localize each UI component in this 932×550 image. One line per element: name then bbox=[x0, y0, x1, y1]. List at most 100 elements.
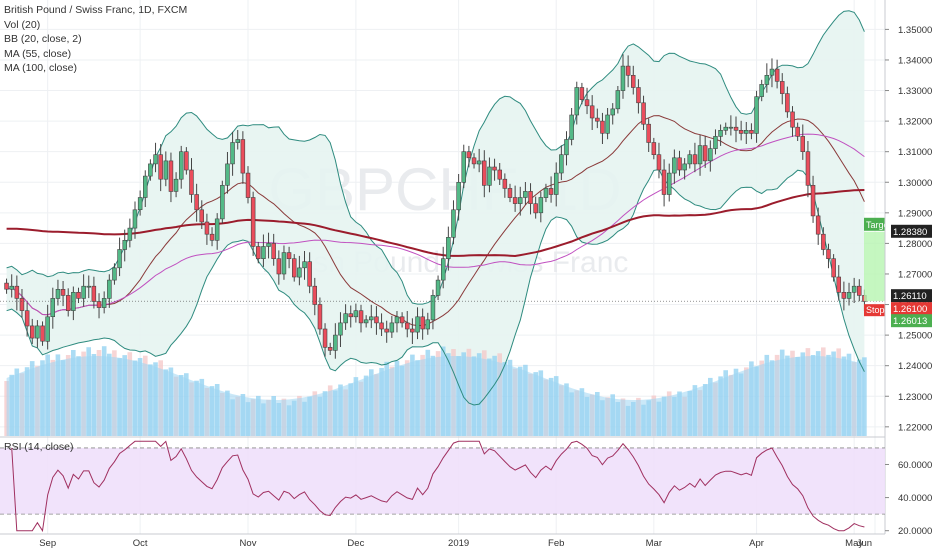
candle-body bbox=[796, 127, 800, 136]
candle-body bbox=[123, 240, 127, 249]
candle-body bbox=[231, 143, 235, 164]
candle-body bbox=[503, 179, 507, 188]
candle-body bbox=[56, 289, 60, 298]
candle-body bbox=[236, 140, 240, 143]
candle-body bbox=[390, 323, 394, 332]
candle-body bbox=[580, 88, 584, 100]
candle-body bbox=[410, 329, 414, 332]
candle-body bbox=[472, 158, 476, 164]
candle-body bbox=[380, 323, 384, 329]
candle-body bbox=[642, 103, 646, 124]
candle-body bbox=[184, 152, 188, 170]
candle-body bbox=[565, 140, 569, 155]
candle-body bbox=[35, 326, 39, 338]
candle-body bbox=[693, 155, 697, 164]
candle-body bbox=[400, 317, 404, 323]
target-label: Target bbox=[866, 220, 892, 230]
candle-body bbox=[601, 121, 605, 133]
rsi-legend: RSI (14, close) bbox=[4, 441, 73, 453]
candle-body bbox=[832, 259, 836, 277]
candle-body bbox=[416, 317, 420, 332]
candle-body bbox=[837, 277, 841, 292]
candle-body bbox=[113, 268, 117, 280]
candle-body bbox=[169, 161, 173, 192]
candle-body bbox=[714, 136, 718, 148]
time-tick-label: Oct bbox=[133, 538, 148, 549]
candle-body bbox=[205, 222, 209, 234]
candle-body bbox=[405, 323, 409, 329]
candle-body bbox=[359, 311, 363, 323]
candle-body bbox=[426, 320, 430, 329]
candle-body bbox=[611, 109, 615, 115]
candle-body bbox=[626, 66, 630, 75]
candle-body bbox=[508, 188, 512, 197]
candle-body bbox=[25, 311, 29, 326]
candle-body bbox=[462, 152, 466, 183]
candle-body bbox=[703, 146, 707, 161]
price-tick-label: 1.23000 bbox=[898, 392, 932, 403]
price-tick-label: 1.27000 bbox=[898, 269, 932, 280]
candle-body bbox=[683, 164, 687, 170]
candle-body bbox=[5, 283, 9, 289]
candle-body bbox=[46, 317, 50, 342]
candle-body bbox=[637, 88, 641, 103]
candle-body bbox=[303, 262, 307, 268]
candle-body bbox=[493, 167, 497, 170]
candle-body bbox=[339, 323, 343, 335]
time-tick-label: 2019 bbox=[448, 538, 469, 549]
candle-body bbox=[118, 250, 122, 268]
candle-body bbox=[282, 253, 286, 274]
candle-body bbox=[287, 253, 291, 259]
price-tick-label: 1.25000 bbox=[898, 331, 932, 342]
candle-body bbox=[92, 286, 96, 301]
candle-body bbox=[652, 143, 656, 155]
candle-body bbox=[842, 292, 846, 298]
candle-body bbox=[606, 115, 610, 133]
candle-body bbox=[539, 198, 543, 213]
candle-body bbox=[385, 329, 389, 332]
candle-body bbox=[518, 198, 522, 204]
candle-body bbox=[631, 75, 635, 87]
candle-body bbox=[734, 127, 738, 130]
candle-body bbox=[395, 317, 399, 323]
candle-body bbox=[739, 130, 743, 133]
candle-body bbox=[318, 305, 322, 330]
candle-body bbox=[71, 292, 75, 310]
candle-body bbox=[559, 155, 563, 173]
candle-body bbox=[77, 292, 81, 298]
candle-body bbox=[20, 298, 24, 310]
legend-ma100: MA (100, close) bbox=[4, 61, 187, 76]
candle-body bbox=[708, 149, 712, 161]
candle-body bbox=[667, 173, 671, 194]
candle-body bbox=[15, 286, 19, 298]
target-zone bbox=[864, 232, 885, 301]
candle-body bbox=[729, 127, 733, 128]
candle-body bbox=[467, 152, 471, 158]
candle-body bbox=[323, 329, 327, 347]
candle-body bbox=[595, 118, 599, 121]
candle-body bbox=[857, 286, 861, 295]
candle-body bbox=[431, 295, 435, 320]
candle-body bbox=[688, 155, 692, 164]
candle-body bbox=[621, 66, 625, 91]
candle-body bbox=[806, 152, 810, 186]
candle-body bbox=[107, 280, 111, 298]
candle-body bbox=[195, 195, 199, 210]
candle-body bbox=[791, 112, 795, 127]
candle-body bbox=[200, 210, 204, 222]
candle-body bbox=[554, 173, 558, 194]
time-tick-label: Nov bbox=[240, 538, 257, 549]
candle-body bbox=[750, 130, 754, 133]
candle-body bbox=[534, 204, 538, 213]
candle-body bbox=[724, 127, 728, 130]
candle-body bbox=[744, 130, 748, 133]
candle-body bbox=[241, 140, 245, 174]
price-tick-label: 1.35000 bbox=[898, 25, 932, 36]
legend-volume: Vol (20) bbox=[4, 18, 187, 33]
candle-body bbox=[488, 167, 492, 185]
candle-body bbox=[333, 335, 337, 350]
candle-body bbox=[210, 234, 214, 240]
candle-body bbox=[847, 292, 851, 298]
